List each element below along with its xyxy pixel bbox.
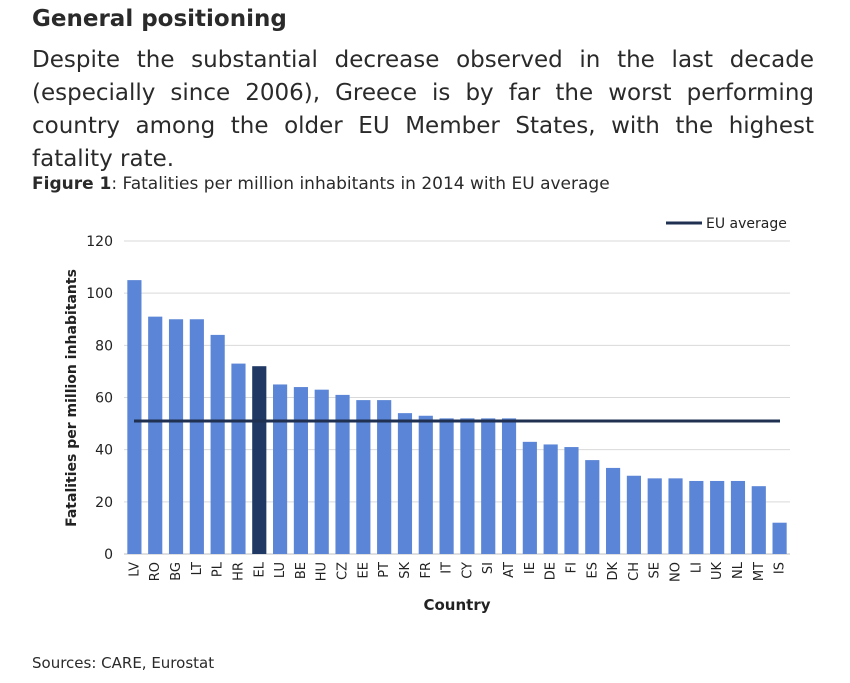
bar-fi xyxy=(564,447,579,554)
bar-fr xyxy=(418,415,433,554)
y-tick-label: 100 xyxy=(86,286,113,302)
x-tick-label: AT xyxy=(502,562,517,578)
y-tick-label: 80 xyxy=(95,338,113,354)
y-tick-label: 120 xyxy=(86,234,113,250)
bar-lv xyxy=(127,280,142,554)
chart-container: 0 20 40 60 80 100 120 LV RO BG LT PL HR EL LU BE HU CZ EE… xyxy=(0,200,850,640)
y-tick-label: 40 xyxy=(95,443,113,459)
bar-ie xyxy=(522,441,537,554)
x-tick-label: IT xyxy=(440,562,455,574)
x-tick-label: FI xyxy=(564,562,579,573)
x-tick-label: EL xyxy=(252,561,267,577)
bar-ch xyxy=(626,475,641,554)
x-tick-label: HU xyxy=(315,562,330,581)
bar-chart: 0 20 40 60 80 100 120 LV RO BG LT PL HR EL LU BE HU CZ EE… xyxy=(64,216,790,614)
x-tick-label: LV xyxy=(127,562,142,577)
bar-pt xyxy=(377,400,392,554)
bar-at xyxy=(501,418,517,554)
x-tick-labels: LV RO BG LT PL HR EL LU BE HU CZ EE PT SK FR IT CY SI AT IE… xyxy=(127,561,787,582)
x-tick-label: LT xyxy=(190,562,205,575)
y-axis-title: Fatalities per million inhabitants xyxy=(64,269,80,527)
intro-paragraph: Despite the substantial decrease observe… xyxy=(32,47,814,172)
x-tick-label: DK xyxy=(606,562,621,581)
x-tick-label: LI xyxy=(689,562,704,573)
x-tick-label: CY xyxy=(460,562,475,579)
bar-uk xyxy=(710,480,725,554)
x-tick-label: PT xyxy=(377,562,392,578)
x-tick-label: PL xyxy=(211,561,226,577)
y-tick-labels: 0 20 40 60 80 100 120 xyxy=(86,234,113,563)
x-tick-label: CZ xyxy=(336,562,351,580)
bar-nl xyxy=(730,480,746,554)
legend-average-label: EU average xyxy=(706,216,787,232)
bar-pl xyxy=(210,334,225,554)
bar-de xyxy=(543,444,558,554)
bar-ee xyxy=(356,400,371,554)
figure-label: Figure 1 xyxy=(32,174,112,194)
sources-note: Sources: CARE, Eurostat xyxy=(32,654,215,672)
bar-be xyxy=(293,387,308,554)
x-tick-label: IE xyxy=(523,562,538,574)
bar-bg xyxy=(168,319,184,554)
bar-dk xyxy=(606,467,621,554)
x-tick-label: DE xyxy=(544,562,559,580)
bar-it xyxy=(439,418,454,554)
x-tick-label: NL xyxy=(731,561,746,579)
bar-si xyxy=(481,418,496,554)
bar-cz xyxy=(335,394,350,554)
bar-es xyxy=(585,460,600,554)
bar-ro xyxy=(148,316,163,554)
y-tick-label: 0 xyxy=(104,547,113,563)
bars xyxy=(127,280,787,554)
bar-li xyxy=(689,480,704,554)
x-tick-label: ES xyxy=(585,562,600,578)
figure-caption-text: : Fatalities per million inhabitants in … xyxy=(111,174,610,194)
bar-hu xyxy=(314,389,329,554)
section-heading: General positioning xyxy=(32,6,287,32)
x-tick-label: NO xyxy=(669,562,684,582)
x-tick-label: UK xyxy=(710,562,725,581)
x-tick-label: CH xyxy=(627,562,642,581)
bar-no xyxy=(668,478,683,554)
bar-el xyxy=(252,366,267,554)
x-tick-label: IS xyxy=(773,562,788,574)
x-tick-label: SI xyxy=(481,562,496,574)
bar-lu xyxy=(273,384,288,554)
bar-se xyxy=(647,478,662,554)
bar-sk xyxy=(397,413,413,554)
x-tick-label: RO xyxy=(148,562,163,581)
bar-hr xyxy=(231,363,246,554)
x-axis-title: Country xyxy=(423,596,490,614)
x-tick-label: FR xyxy=(419,562,434,579)
x-tick-label: EE xyxy=(356,562,371,578)
legend: EU average xyxy=(666,216,787,232)
x-tick-label: SE xyxy=(648,562,663,578)
bar-mt xyxy=(751,486,766,554)
y-tick-label: 60 xyxy=(95,391,113,407)
x-tick-label: LU xyxy=(273,562,288,578)
x-tick-label: BE xyxy=(294,562,309,579)
bar-cy xyxy=(460,418,475,554)
y-tick-label: 20 xyxy=(95,495,113,511)
x-tick-label: MT xyxy=(752,562,767,581)
bar-is xyxy=(772,522,787,554)
x-tick-label: BG xyxy=(169,562,184,581)
bar-lt xyxy=(189,319,204,554)
figure-caption: Figure 1: Fatalities per million inhabit… xyxy=(32,174,610,194)
x-tick-label: HR xyxy=(231,562,246,581)
x-tick-label: SK xyxy=(398,562,413,579)
